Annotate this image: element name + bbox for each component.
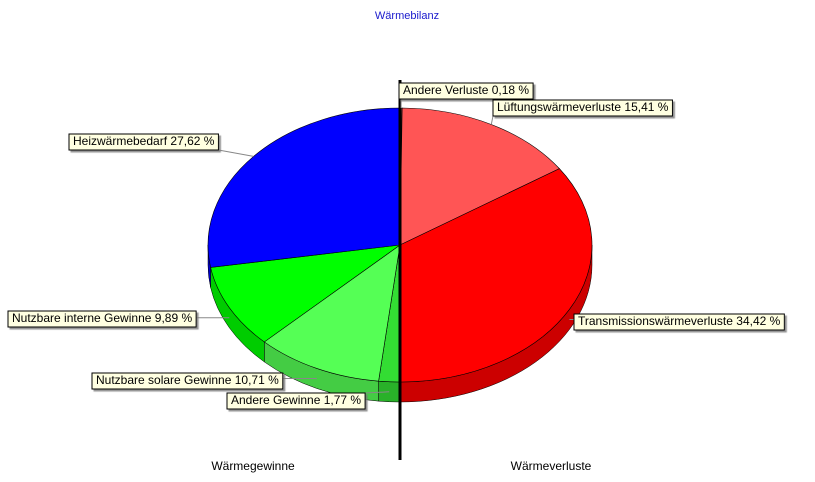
left-label: Wärmegewinne (211, 459, 295, 473)
slice-label: Lüftungswärmeverluste 15,41 % (490, 99, 673, 125)
label-box (68, 133, 219, 151)
label-name: Andere Gewinne (231, 393, 321, 407)
label-box (573, 313, 785, 331)
label-name: Nutzbare interne Gewinne (12, 311, 152, 325)
label-value: 9,89 % (155, 311, 193, 325)
label-value: 0,18 % (492, 83, 530, 97)
label-box (226, 392, 366, 410)
slice (210, 244, 401, 343)
label-text: Lüftungswärmeverluste 15,41 % (497, 100, 669, 114)
label-name: Lüftungswärmeverluste (497, 100, 621, 114)
label-value: 27,62 % (170, 134, 214, 148)
chart-title: Wärmebilanz (375, 10, 439, 22)
label-text: Andere Gewinne 1,77 % (231, 393, 361, 407)
label-name: Heizwärmebedarf (73, 134, 168, 148)
slice-side (378, 380, 401, 403)
label-name: Andere Verluste (403, 83, 489, 97)
slice-label: Andere Verluste 0,18 % (398, 82, 534, 109)
label-value: 1,77 % (324, 393, 362, 407)
label-text: Heizwärmebedarf 27,62 % (73, 134, 215, 148)
slice-label: Transmissionswärmeverluste 34,42 % (569, 313, 785, 331)
label-box (398, 82, 534, 100)
slice-label: Andere Gewinne 1,77 % (226, 391, 390, 410)
slice (263, 244, 401, 382)
right-label: Wärmeverluste (511, 459, 592, 473)
label-value: 10,71 % (235, 373, 279, 387)
label-text: Andere Verluste 0,18 % (403, 83, 529, 97)
label-box (7, 310, 197, 328)
label-connector (490, 115, 494, 125)
label-box (91, 372, 284, 390)
label-name: Transmissionswärmeverluste (578, 314, 733, 328)
slice-label: Nutzbare solare Gewinne 10,71 % (91, 372, 317, 390)
label-connector (218, 149, 254, 157)
label-value: 34,42 % (736, 314, 780, 328)
label-connector (365, 391, 390, 394)
slice-label: Heizwärmebedarf 27,62 % (68, 133, 254, 157)
label-name: Nutzbare solare Gewinne (96, 373, 232, 387)
label-text: Nutzbare interne Gewinne 9,89 % (12, 311, 192, 325)
label-box (492, 99, 673, 117)
label-value: 15,41 % (624, 100, 668, 114)
slice (399, 107, 560, 246)
slice (399, 168, 593, 383)
slice-label: Nutzbare interne Gewinne 9,89 % (7, 310, 230, 328)
label-text: Transmissionswärmeverluste 34,42 % (578, 314, 781, 328)
label-text: Nutzbare solare Gewinne 10,71 % (96, 373, 279, 387)
slice (207, 107, 401, 268)
